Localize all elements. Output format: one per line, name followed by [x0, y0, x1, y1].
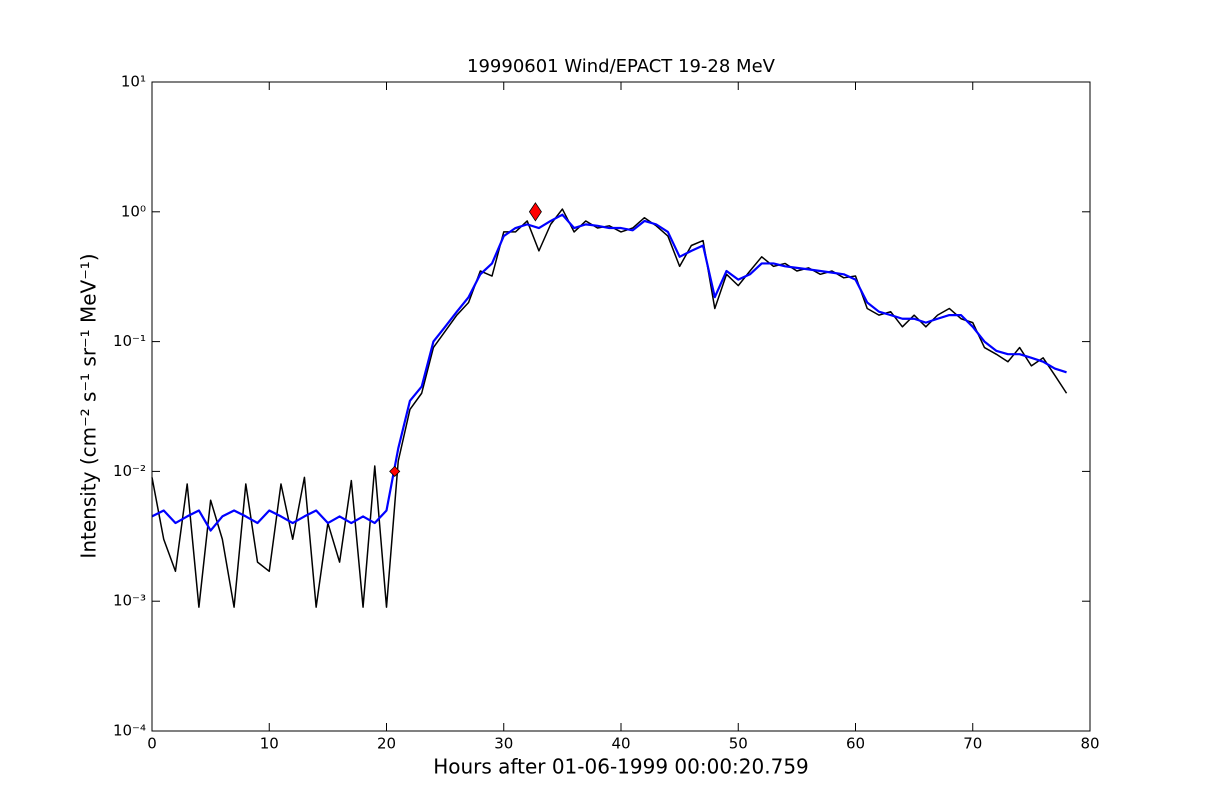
- x-axis-label: Hours after 01-06-1999 00:00:20.759: [433, 755, 809, 779]
- y-tick-label: 10⁻¹: [113, 332, 146, 350]
- point-marker: [528, 202, 542, 222]
- data-line: [151, 208, 1068, 608]
- y-tick-label: 10⁻³: [113, 592, 146, 610]
- x-tick-label: 30: [494, 735, 513, 753]
- y-tick-label: 10¹: [121, 73, 146, 91]
- x-tick-label: 70: [963, 735, 982, 753]
- data-line: [151, 213, 1067, 532]
- y-axis-label: Intensity (cm⁻² s⁻¹ sr⁻¹ MeV⁻¹): [77, 253, 101, 558]
- chart-title: 19990601 Wind/EPACT 19-28 MeV: [467, 56, 776, 77]
- x-tick-label: 40: [611, 735, 630, 753]
- x-tick-label: 0: [147, 735, 157, 753]
- x-tick-label: 10: [260, 735, 279, 753]
- y-tick-label: 10⁻²: [113, 462, 146, 480]
- x-tick-label: 80: [1080, 735, 1099, 753]
- y-tick-label: 10⁻⁴: [113, 722, 146, 740]
- plot-frame: [151, 81, 1091, 732]
- x-tick-label: 50: [729, 735, 748, 753]
- y-tick-label: 10⁰: [121, 202, 146, 220]
- point-marker: [389, 465, 401, 477]
- x-tick-label: 20: [377, 735, 396, 753]
- x-tick-label: 60: [846, 735, 865, 753]
